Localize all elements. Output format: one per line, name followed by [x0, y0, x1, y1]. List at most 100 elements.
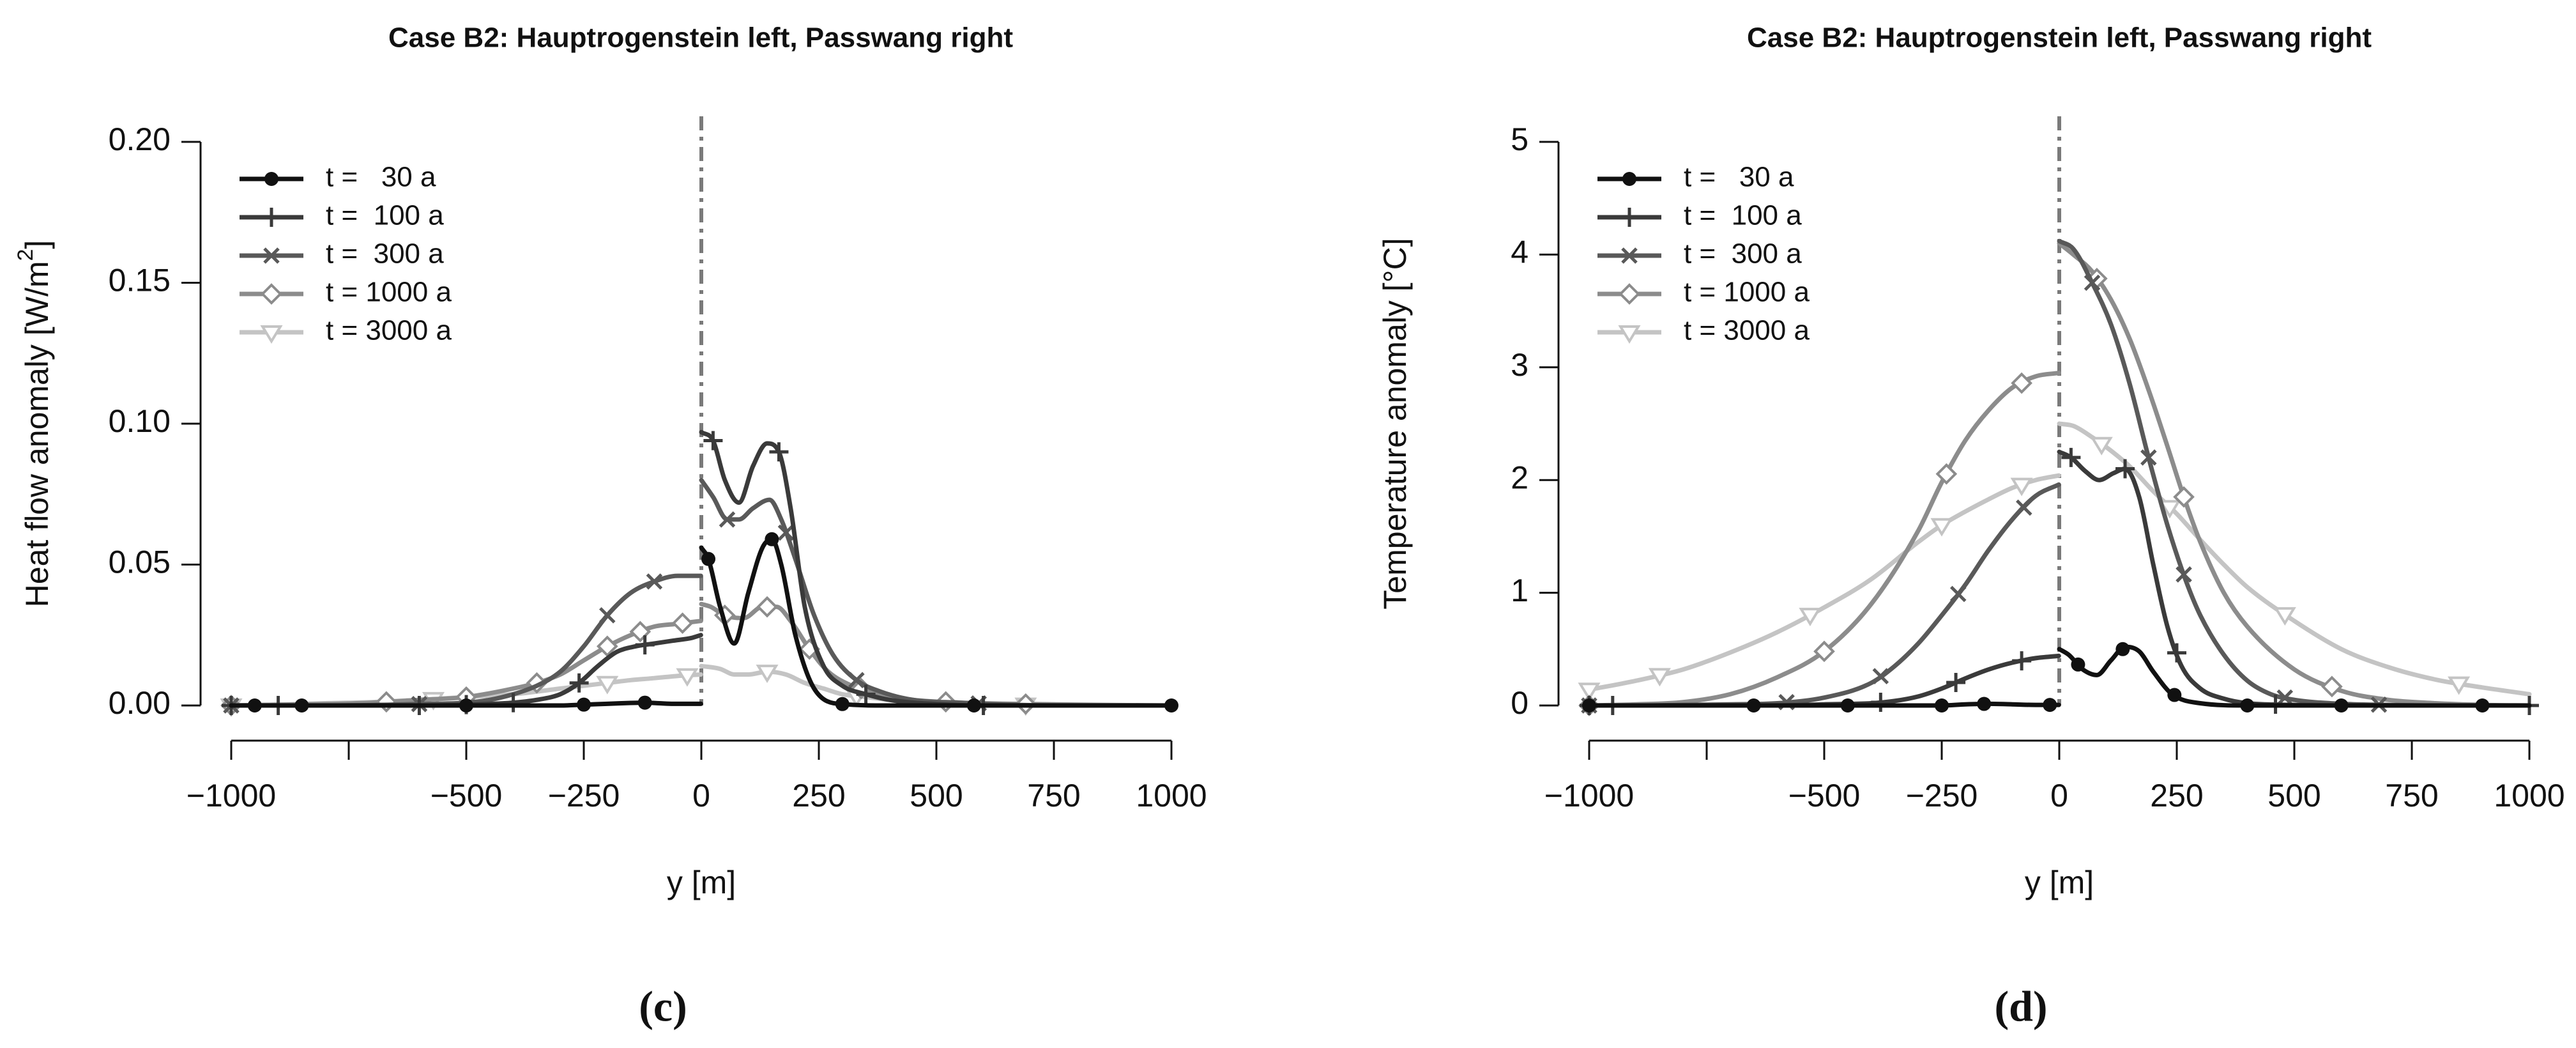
data-point [2240, 698, 2255, 713]
data-point [676, 668, 699, 687]
data-point [1872, 668, 1889, 684]
legend-marker [1620, 208, 1639, 227]
data-point [765, 532, 779, 546]
legend-label: t = 300 a [326, 238, 444, 270]
data-point [2011, 372, 2032, 394]
series-line-left [1587, 701, 2061, 708]
x-tick-label: −500 [431, 778, 503, 813]
legend-label: t = 300 a [1684, 238, 1802, 270]
data-point [671, 612, 694, 635]
x-tick-label: −250 [548, 778, 620, 813]
data-point [2043, 698, 2057, 713]
data-point [646, 573, 663, 590]
data-point [966, 698, 981, 713]
y-tick-label: 4 [1511, 235, 1528, 270]
data-point [2475, 698, 2490, 713]
data-point [2448, 676, 2471, 695]
legend-marker [262, 208, 281, 227]
series-1 [229, 532, 1178, 713]
chart-title: Case B2: Hauptrogenstein left, Passwang … [1747, 22, 2372, 54]
y-tick-label: 0.15 [109, 263, 171, 298]
data-point [577, 697, 591, 712]
series-line-right [2057, 241, 2532, 708]
x-tick-label: 750 [2385, 778, 2438, 813]
chart-panel-1: Case B2: Hauptrogenstein left, Passwang … [13, 22, 1207, 1031]
x-axis-label: y [m] [2025, 865, 2094, 900]
data-point [459, 698, 473, 713]
data-point [2115, 642, 2130, 656]
x-tick-label: −1000 [187, 778, 276, 813]
data-point [703, 431, 723, 451]
data-point [637, 695, 652, 710]
y-axis-label-base: Heat flow anomaly [W/m [19, 261, 55, 608]
y-tick-label: 1 [1511, 573, 1528, 608]
data-point [769, 442, 789, 462]
data-point [1935, 698, 1949, 713]
x-tick-label: 500 [2267, 778, 2321, 813]
data-point [2176, 566, 2192, 583]
data-point [835, 697, 850, 711]
data-point [1578, 682, 1601, 702]
legend-marker [264, 172, 278, 186]
y-tick-label: 5 [1511, 121, 1528, 157]
y-tick-label: 3 [1511, 347, 1528, 383]
data-point [569, 673, 589, 693]
series-line-right [699, 601, 1174, 708]
data-point [2276, 689, 2294, 706]
data-point [848, 672, 865, 689]
chart-panel-2: Case B2: Hauptrogenstein left, Passwang … [1377, 22, 2565, 1031]
data-point [1930, 518, 1953, 537]
legend-label: t = 100 a [1684, 200, 1802, 231]
y-tick-label: 0.05 [109, 544, 171, 580]
legend-marker [1618, 325, 1641, 344]
data-point [701, 551, 716, 566]
data-point [756, 596, 778, 618]
data-point [596, 635, 618, 658]
panel-label: (c) [639, 982, 687, 1031]
y-tick-label: 0.20 [109, 121, 171, 157]
chart-title: Case B2: Hauptrogenstein left, Passwang … [388, 22, 1013, 54]
x-tick-label: 1000 [1136, 778, 1207, 813]
legend-label: t = 3000 a [326, 315, 452, 346]
series-line-left [229, 573, 703, 708]
legend-label: t = 30 a [326, 162, 436, 193]
data-point [756, 665, 779, 683]
legend-label: t = 1000 a [326, 277, 452, 308]
data-point [1946, 673, 1966, 693]
data-point [294, 698, 309, 713]
data-point [2071, 657, 2085, 672]
data-point [503, 693, 523, 713]
data-point [2321, 675, 2343, 698]
x-tick-label: −250 [1906, 778, 1978, 813]
panel-label: (d) [1994, 982, 2047, 1031]
legend-label: t = 3000 a [1684, 315, 1810, 346]
data-point [635, 635, 655, 655]
legend-marker [260, 325, 283, 344]
data-point [2090, 436, 2113, 456]
legend-marker [1619, 283, 1640, 305]
legend-marker [1622, 172, 1636, 186]
x-tick-label: 250 [792, 778, 845, 813]
x-tick-label: 750 [1027, 778, 1080, 813]
x-tick-label: 0 [692, 778, 710, 813]
data-point [2010, 477, 2033, 497]
series-line-right [2057, 421, 2532, 697]
series-line-left [1587, 371, 2061, 708]
data-point [1949, 585, 1967, 603]
data-point [1799, 608, 1822, 627]
series-5 [1578, 421, 2532, 702]
data-point [2167, 688, 2182, 702]
data-point [2012, 651, 2032, 671]
data-point [1746, 698, 1761, 713]
y-tick-label: 0.00 [109, 685, 171, 721]
data-point [2334, 698, 2349, 713]
legend: t = 30 a t = 100 a t = 300 a t = 1000 a t = … [240, 162, 452, 346]
x-tick-label: 250 [2150, 778, 2203, 813]
series-line-right [2057, 644, 2532, 708]
data-point [777, 524, 795, 541]
data-point [1813, 640, 1835, 663]
data-point [629, 620, 652, 643]
data-point [2084, 274, 2101, 291]
data-point [2173, 486, 2195, 508]
data-point [856, 684, 876, 704]
